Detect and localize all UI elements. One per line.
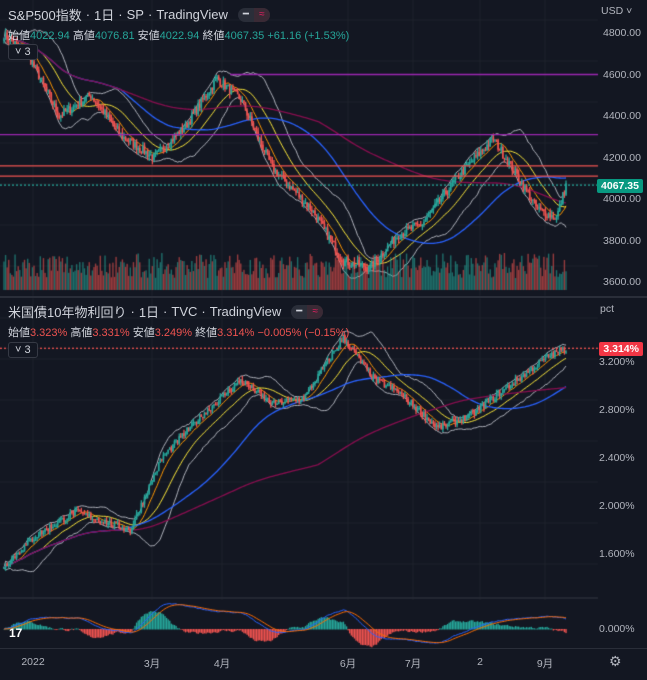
price-tick: 3600.00 (603, 276, 641, 288)
wave-icon[interactable]: ≈ (253, 7, 270, 22)
source: TradingView (209, 304, 282, 319)
low-label: 安値 (132, 327, 155, 339)
change-value: −0.005% (−0.15%) (257, 327, 350, 339)
bottom-legend: 米国債10年物利回り · 1日 · TVC · TradingView ━ ≈ 始値3.… (8, 304, 350, 340)
price-tick: 4200.00 (603, 151, 641, 164)
price-tick: 3800.00 (603, 234, 641, 247)
price-tick: 4000.00 (603, 193, 641, 205)
yield-tick: 2.400% (599, 452, 635, 464)
close-label: 終値 (195, 327, 218, 339)
high-label: 高値 (70, 327, 93, 339)
open-label: 始値 (8, 30, 30, 42)
macd-zero-tick: 0.000% (599, 623, 635, 635)
high-value: 4076.81 (94, 30, 135, 42)
indicator-count: 3 (24, 46, 31, 58)
legend-toggle[interactable]: ━ ≈ (237, 7, 270, 22)
price-tick: 4800.00 (603, 27, 641, 39)
symbol-name[interactable]: 米国債10年物利回り (8, 305, 127, 320)
time-tick: 2022 (21, 656, 45, 668)
ohlc-values: 始値4022.94 高値4076.81 安値4022.94 終値4067.35 … (8, 27, 349, 43)
close-label: 終値 (202, 30, 225, 42)
time-axis-border (0, 648, 647, 649)
settings-gear-icon[interactable]: ⚙ (609, 653, 622, 669)
close-value: 4067.35 (224, 30, 265, 42)
top-legend: S&P500指数 · 1日 · SP · TradingView ━ ≈ 始値4022.… (8, 7, 350, 43)
open-value: 4022.94 (30, 30, 70, 42)
source: TradingView (156, 7, 228, 22)
ohlc-values: 始値3.323% 高値3.331% 安値3.249% 終値3.314% −0.0… (8, 324, 349, 340)
exchange: SP (126, 7, 144, 22)
legend-toggle[interactable]: ━ ≈ (291, 304, 324, 319)
time-tick: 6月 (339, 658, 357, 670)
open-label: 始値 (8, 327, 30, 339)
price-tick: 4400.00 (603, 110, 641, 122)
pane-separator[interactable] (0, 296, 647, 298)
indicators-toggle[interactable]: ˅ 3 (8, 342, 38, 358)
tradingview-logo-icon: 17 (9, 626, 23, 640)
interval: 1日 (138, 305, 160, 320)
time-tick: 2 (477, 656, 483, 668)
wave-icon[interactable]: ≈ (307, 304, 324, 319)
price-tick: 4600.00 (603, 68, 641, 81)
low-value: 3.249% (154, 327, 193, 339)
yield-tick: 2.800% (599, 404, 635, 416)
minus-icon[interactable]: ━ (242, 8, 249, 20)
low-label: 安値 (137, 30, 160, 42)
close-value: 3.314% (217, 327, 255, 339)
exchange: TVC (171, 304, 198, 319)
change-value: +61.16 (+1.53%) (267, 30, 350, 42)
yield-tick: 1.600% (599, 548, 635, 560)
time-tick: 7月 (404, 658, 422, 670)
minus-icon[interactable]: ━ (296, 305, 303, 317)
high-label: 高値 (72, 30, 95, 42)
last-price-label: 4067.35 (597, 179, 643, 193)
yield-tick: 2.000% (599, 500, 635, 512)
interval: 1日 (94, 8, 115, 23)
currency-selector[interactable]: USD ˅ (601, 5, 633, 17)
indicators-toggle[interactable]: ˅ 3 (8, 44, 38, 60)
indicator-count: 3 (24, 344, 31, 356)
yield-tick: 3.200% (599, 356, 635, 368)
low-value: 4022.94 (159, 30, 200, 42)
time-tick: 3月 (143, 658, 161, 670)
time-tick: 9月 (536, 658, 554, 670)
open-value: 3.323% (30, 327, 68, 339)
unit-label: pct (600, 303, 615, 315)
symbol-name[interactable]: S&P500指数 (8, 8, 82, 23)
time-tick: 4月 (213, 658, 231, 670)
last-value-label: 3.314% (599, 342, 643, 356)
high-value: 3.331% (92, 327, 130, 339)
